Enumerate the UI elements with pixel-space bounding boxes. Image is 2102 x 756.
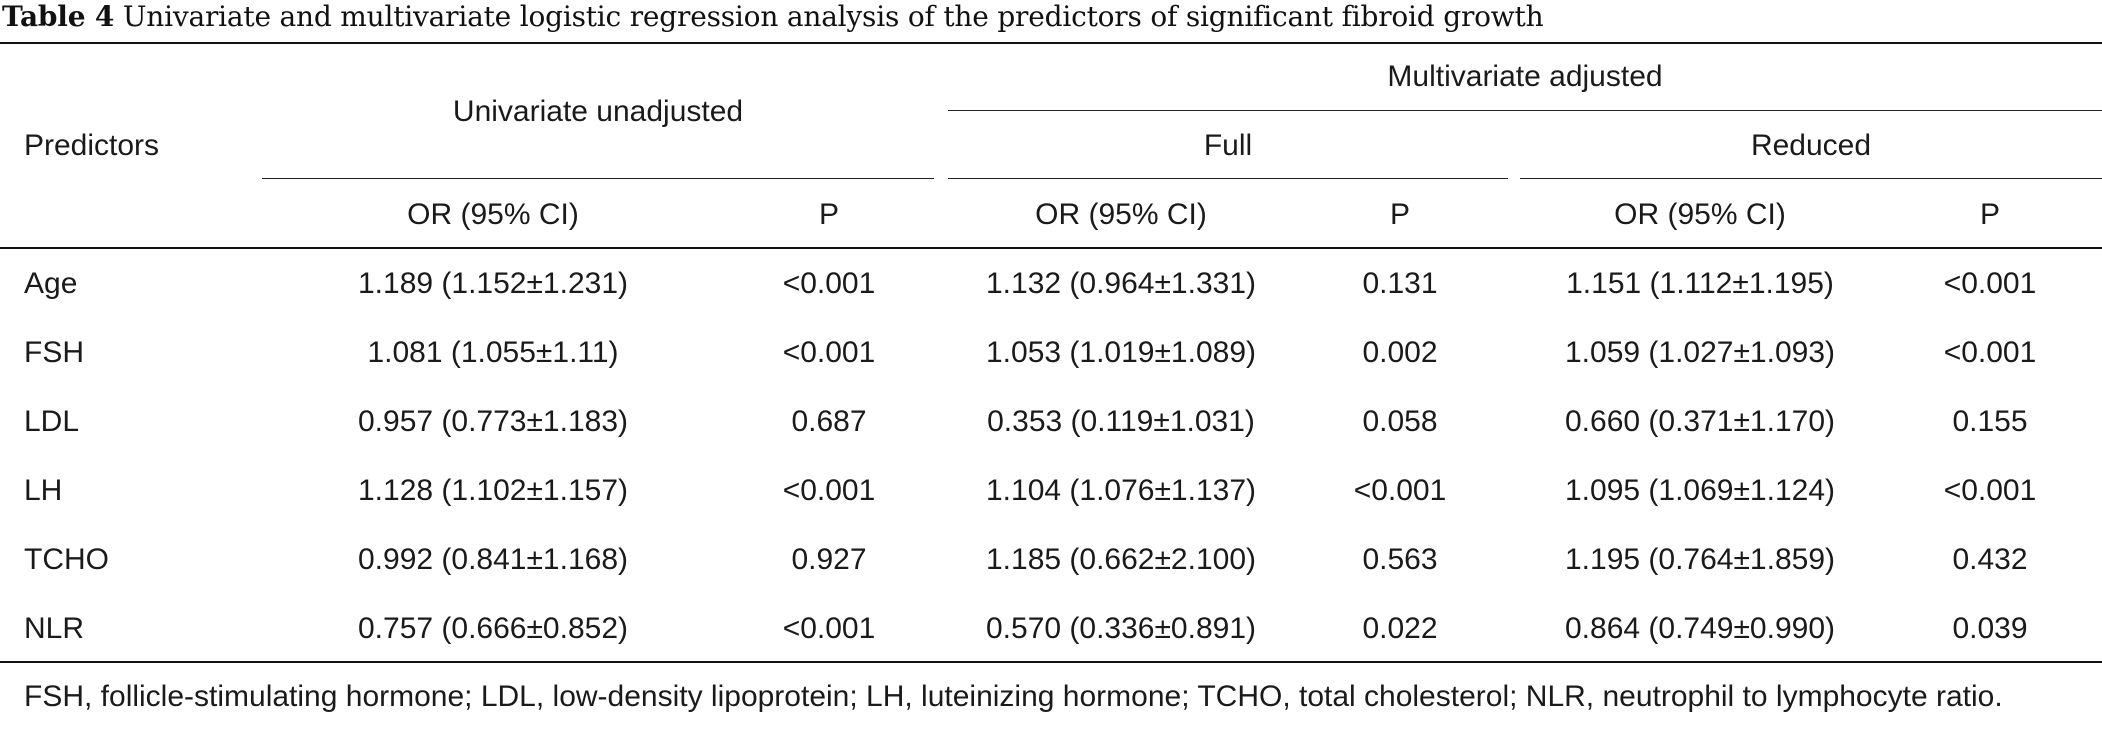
row-full-or: 0.353 (0.119±1.031) (987, 405, 1255, 438)
row-reduced-or: 1.095 (1.069±1.124) (1565, 474, 1835, 507)
row-uni-p: 0.687 (791, 405, 867, 438)
row-uni-or: 1.081 (1.055±1.11) (367, 336, 619, 369)
univariate-underline (262, 178, 934, 179)
row-full-p: 0.131 (1362, 267, 1438, 300)
row-reduced-p: 0.039 (1952, 612, 2028, 645)
row-predictor: LH (24, 474, 63, 507)
row-predictor: LDL (24, 405, 80, 438)
row-uni-p: <0.001 (782, 336, 876, 369)
header-univariate: Univariate unadjusted (452, 95, 744, 128)
row-full-p: 0.002 (1362, 336, 1438, 369)
row-reduced-p: 0.155 (1952, 405, 2028, 438)
row-predictor: Age (24, 267, 78, 300)
header-full: Full (1203, 129, 1253, 162)
full-underline (948, 178, 1508, 179)
row-full-p: 0.022 (1362, 612, 1438, 645)
table-bottom-rule (0, 661, 2102, 663)
header-multivariate: Multivariate adjusted (1387, 60, 1663, 93)
row-full-or: 1.132 (0.964±1.331) (986, 267, 1256, 300)
row-reduced-or: 1.151 (1.112±1.195) (1566, 267, 1834, 300)
row-reduced-or: 0.660 (0.371±1.170) (1565, 405, 1835, 438)
header-reduced-or: OR (95% CI) (1614, 198, 1786, 231)
row-reduced-p: <0.001 (1943, 336, 2037, 369)
row-uni-or: 0.757 (0.666±0.852) (358, 612, 628, 645)
row-predictor: FSH (24, 336, 84, 369)
table-top-rule (0, 42, 2102, 44)
header-uni-p: P (818, 198, 840, 231)
row-full-or: 1.185 (0.662±2.100) (986, 543, 1256, 576)
row-reduced-or: 0.864 (0.749±0.990) (1565, 612, 1835, 645)
row-full-p: <0.001 (1353, 474, 1447, 507)
row-full-p: 0.563 (1362, 543, 1438, 576)
row-reduced-or: 1.195 (0.764±1.859) (1565, 543, 1835, 576)
table-caption-label: Table 4 (2, 0, 115, 33)
table-footnote: FSH, follicle-stimulating hormone; LDL, … (24, 680, 2003, 713)
row-uni-p: <0.001 (782, 267, 876, 300)
row-full-p: 0.058 (1362, 405, 1438, 438)
multivariate-underline (948, 110, 2102, 111)
header-reduced: Reduced (1750, 129, 1872, 162)
header-full-or: OR (95% CI) (1035, 198, 1207, 231)
row-full-or: 1.104 (1.076±1.137) (986, 474, 1256, 507)
row-reduced-p: 0.432 (1952, 543, 2028, 576)
row-reduced-or: 1.059 (1.027±1.093) (1565, 336, 1835, 369)
reduced-underline (1520, 178, 2102, 179)
table-caption-text: Univariate and multivariate logistic reg… (122, 0, 1544, 33)
header-full-p: P (1389, 198, 1411, 231)
row-uni-or: 1.128 (1.102±1.157) (358, 474, 628, 507)
row-predictor: TCHO (24, 543, 109, 576)
header-uni-or: OR (95% CI) (407, 198, 579, 231)
row-uni-or: 0.957 (0.773±1.183) (358, 405, 628, 438)
header-reduced-p: P (1979, 198, 2001, 231)
row-uni-p: <0.001 (782, 612, 876, 645)
row-uni-or: 0.992 (0.841±1.168) (358, 543, 628, 576)
table-caption: Table 4 Univariate and multivariate logi… (2, 0, 1544, 38)
row-reduced-p: <0.001 (1943, 474, 2037, 507)
row-uni-or: 1.189 (1.152±1.231) (358, 267, 628, 300)
row-reduced-p: <0.001 (1943, 267, 2037, 300)
row-predictor: NLR (24, 612, 85, 645)
header-bottom-rule (0, 247, 2102, 249)
row-full-or: 1.053 (1.019±1.089) (986, 336, 1256, 369)
row-uni-p: <0.001 (782, 474, 876, 507)
row-full-or: 0.570 (0.336±0.891) (986, 612, 1256, 645)
header-predictors: Predictors (24, 129, 160, 162)
row-uni-p: 0.927 (791, 543, 867, 576)
